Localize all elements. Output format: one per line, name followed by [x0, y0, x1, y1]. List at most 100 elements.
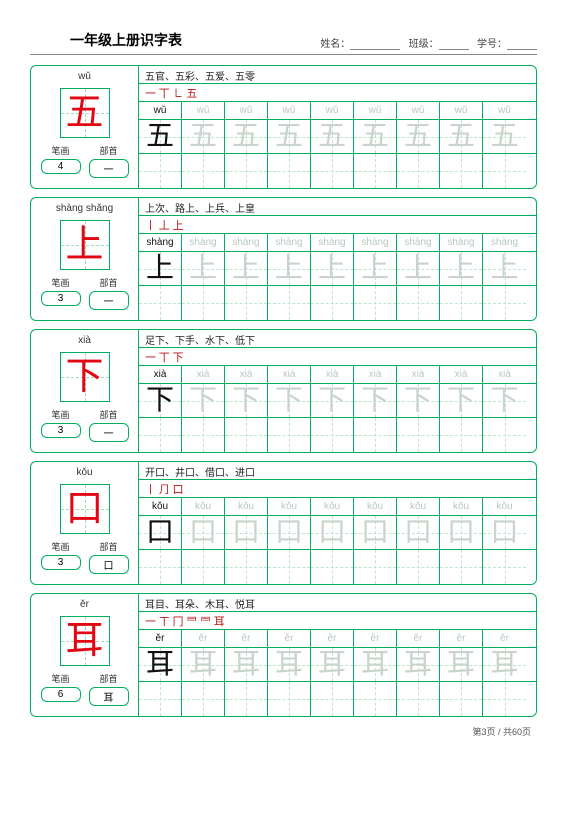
blank-row-cell[interactable] [225, 286, 268, 320]
char-row-cell: 口 [440, 516, 483, 549]
char-row-cell: 耳 [225, 648, 268, 681]
pinyin-row-cell: ěr [268, 630, 311, 647]
main-char: 五 [61, 89, 109, 137]
blank-row-cell[interactable] [440, 154, 483, 188]
pinyin-row-cell: kǒu [311, 498, 354, 515]
blank-row-cell[interactable] [225, 418, 268, 452]
blank-row-cell[interactable] [268, 418, 311, 452]
info-row: 笔画6部首耳 [41, 672, 129, 706]
blank-row-cell[interactable] [483, 682, 526, 716]
blank-row-cell[interactable] [440, 682, 483, 716]
blank-row-cell[interactable] [483, 154, 526, 188]
pinyin-row-cell: xià [397, 366, 440, 383]
blank-row-cell[interactable] [139, 550, 182, 584]
blank-row-cell[interactable] [225, 550, 268, 584]
char-row-cell: 下 [354, 384, 397, 417]
blank-row-cell[interactable] [440, 286, 483, 320]
page-footer: 第3页 / 共60页 [30, 725, 537, 738]
pinyin-row-cell: wǔ [311, 102, 354, 119]
blank-row-cell[interactable] [397, 154, 440, 188]
strokes-info: 笔画3 [41, 540, 81, 574]
char-row-cell: 下 [225, 384, 268, 417]
blank-row-cell[interactable] [311, 154, 354, 188]
blank-row-cell[interactable] [268, 550, 311, 584]
entry-left: kǒu口笔画3部首口 [31, 462, 139, 584]
char-row-cell: 五 [311, 120, 354, 153]
strokes-info: 笔画3 [41, 276, 81, 310]
pinyin-row-cell: kǒu [225, 498, 268, 515]
entry-right: 耳目、耳朵、木耳、悦耳一 ㄒ 冂 ⺜ ⺜ 耳ěrěrěrěrěrěrěrěrěr… [139, 594, 536, 716]
main-char-box: 下 [60, 352, 110, 402]
pinyin-row-cell: ěr [139, 630, 182, 647]
blank-row-cell[interactable] [182, 286, 225, 320]
pinyin-row-cell: wǔ [139, 102, 182, 119]
stroke-sequence: 一 丅 ㇗ 五 [139, 84, 536, 102]
blank-row-cell[interactable] [311, 418, 354, 452]
pinyin-row-cell: shàng [139, 234, 182, 251]
blank-row-cell[interactable] [483, 418, 526, 452]
blank-row-cell[interactable] [483, 286, 526, 320]
blank-row-cell[interactable] [139, 286, 182, 320]
pinyin-label: kǒu [76, 467, 92, 481]
blank-row-cell[interactable] [268, 286, 311, 320]
pinyin-row-cell: kǒu [139, 498, 182, 515]
example-words: 五官、五彩、五爱、五零 [139, 66, 536, 84]
blank-row-cell[interactable] [182, 154, 225, 188]
blank-row-cell[interactable] [225, 682, 268, 716]
blank-row-cell[interactable] [225, 154, 268, 188]
blank-row-cell[interactable] [354, 286, 397, 320]
blank-row-cell[interactable] [354, 682, 397, 716]
blank-row-cell[interactable] [397, 286, 440, 320]
id-blank[interactable] [507, 38, 537, 50]
blank-row-cell[interactable] [311, 550, 354, 584]
char-row-cell: 五 [268, 120, 311, 153]
blank-row-cell[interactable] [139, 418, 182, 452]
blank-row-cell[interactable] [397, 550, 440, 584]
pinyin-row-cell: xià [225, 366, 268, 383]
pinyin-row-cell: ěr [182, 630, 225, 647]
blank-row-cell[interactable] [440, 550, 483, 584]
blank-row-cell[interactable] [268, 154, 311, 188]
blank-row-cell[interactable] [311, 682, 354, 716]
entry-left: ěr耳笔画6部首耳 [31, 594, 139, 716]
blank-row-cell[interactable] [268, 682, 311, 716]
radical-info: 部首一 [89, 144, 129, 178]
blank-row-cell[interactable] [440, 418, 483, 452]
entry-right: 足下、下手、水下、低下一 丅 下xiàxiàxiàxiàxiàxiàxiàxià… [139, 330, 536, 452]
name-blank[interactable] [350, 38, 400, 50]
pinyin-label: wǔ [78, 71, 91, 85]
blank-row-cell[interactable] [354, 154, 397, 188]
main-char: 下 [61, 353, 109, 401]
character-entry: xià下笔画3部首一足下、下手、水下、低下一 丅 下xiàxiàxiàxiàxi… [30, 329, 537, 453]
char-row-cell: 五 [354, 120, 397, 153]
char-row-cell: 五 [139, 120, 182, 153]
blank-row-cell[interactable] [311, 286, 354, 320]
blank-row-cell[interactable] [182, 418, 225, 452]
char-row-cell: 口 [311, 516, 354, 549]
character-entry: shàng shǎng上笔画3部首一上次、路上、上兵、上皇丨 丄 上shàngs… [30, 197, 537, 321]
entry-left: wǔ五笔画4部首一 [31, 66, 139, 188]
blank-row-cell[interactable] [397, 418, 440, 452]
char-row-cell: 耳 [397, 648, 440, 681]
main-char-box: 上 [60, 220, 110, 270]
blank-row-cell[interactable] [354, 418, 397, 452]
blank-row-cell[interactable] [182, 550, 225, 584]
blank-row-cell[interactable] [139, 154, 182, 188]
blank-row-cell[interactable] [139, 682, 182, 716]
class-blank[interactable] [439, 38, 469, 50]
pinyin-row-cell: shàng [440, 234, 483, 251]
blank-row-cell[interactable] [182, 682, 225, 716]
main-char-box: 口 [60, 484, 110, 534]
worksheet-page: 一年级上册识字表 姓名： 班级： 学号： wǔ五笔画4部首一五官、五彩、五爱、五… [0, 0, 567, 815]
entry-left: shàng shǎng上笔画3部首一 [31, 198, 139, 320]
blank-row-cell[interactable] [354, 550, 397, 584]
char-row-cell: 下 [483, 384, 526, 417]
blank-row-cell[interactable] [397, 682, 440, 716]
pinyin-row-cell: xià [483, 366, 526, 383]
pinyin-row-cell: shàng [483, 234, 526, 251]
blank-row-cell[interactable] [483, 550, 526, 584]
radical-info: 部首一 [89, 408, 129, 442]
character-entry: ěr耳笔画6部首耳耳目、耳朵、木耳、悦耳一 ㄒ 冂 ⺜ ⺜ 耳ěrěrěrěrě… [30, 593, 537, 717]
stroke-sequence: 一 ㄒ 冂 ⺜ ⺜ 耳 [139, 612, 536, 630]
main-char: 口 [61, 485, 109, 533]
